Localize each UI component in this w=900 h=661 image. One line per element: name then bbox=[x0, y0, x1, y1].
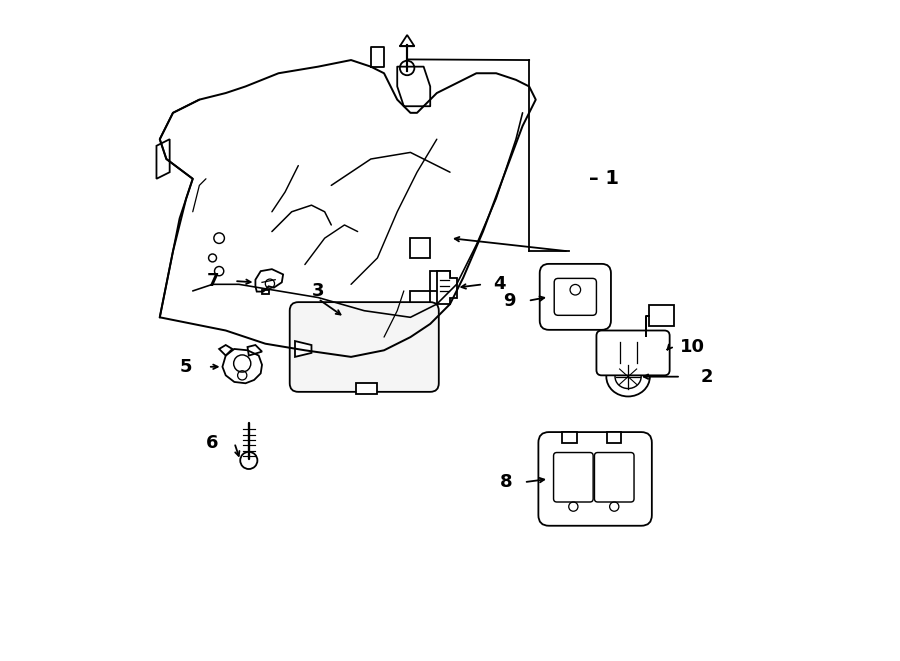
Circle shape bbox=[240, 452, 257, 469]
Polygon shape bbox=[356, 383, 377, 394]
Text: 7: 7 bbox=[206, 272, 219, 290]
FancyBboxPatch shape bbox=[597, 330, 670, 375]
Polygon shape bbox=[222, 349, 262, 383]
Text: 3: 3 bbox=[311, 282, 324, 300]
Text: 5: 5 bbox=[180, 358, 193, 376]
Circle shape bbox=[400, 61, 414, 75]
Text: 6: 6 bbox=[206, 434, 219, 451]
Polygon shape bbox=[295, 341, 311, 357]
Text: 8: 8 bbox=[500, 473, 512, 491]
Polygon shape bbox=[256, 269, 284, 292]
Text: 10: 10 bbox=[680, 338, 705, 356]
FancyBboxPatch shape bbox=[538, 432, 652, 525]
FancyBboxPatch shape bbox=[540, 264, 611, 330]
Text: 9: 9 bbox=[503, 292, 516, 310]
Polygon shape bbox=[400, 35, 414, 46]
Polygon shape bbox=[436, 271, 456, 304]
Polygon shape bbox=[562, 432, 577, 443]
Polygon shape bbox=[649, 305, 674, 326]
Text: – 1: – 1 bbox=[589, 169, 618, 188]
Ellipse shape bbox=[607, 357, 650, 397]
Polygon shape bbox=[607, 432, 622, 443]
FancyBboxPatch shape bbox=[290, 302, 439, 392]
Text: 2: 2 bbox=[701, 368, 714, 385]
Text: 4: 4 bbox=[493, 276, 506, 293]
